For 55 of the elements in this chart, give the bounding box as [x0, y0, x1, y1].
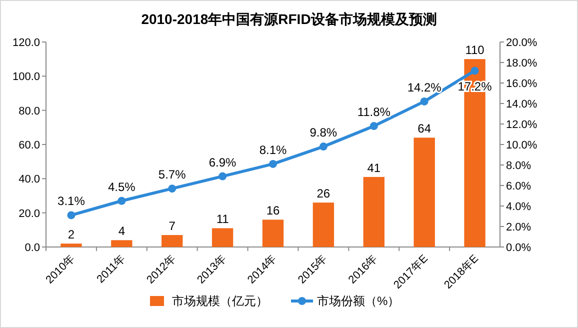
bar — [363, 176, 384, 247]
bar — [162, 235, 183, 247]
data-label: 8.1% — [259, 142, 287, 157]
y2tick: 20.0% — [506, 37, 538, 49]
legend-label: 市场规模（亿元） — [172, 294, 268, 308]
data-label: 16 — [266, 204, 280, 218]
bar — [212, 228, 234, 247]
bar — [312, 202, 334, 247]
data-label: 7 — [168, 219, 176, 234]
ytick: 60.0 — [18, 140, 40, 152]
bar — [111, 240, 132, 247]
y2tick: 12.0% — [506, 119, 538, 131]
data-label: 2 — [68, 228, 75, 242]
data-label: 26 — [316, 186, 330, 201]
y2tick: 18.0% — [506, 58, 538, 70]
point — [420, 97, 428, 106]
ytick: 20.0 — [18, 208, 40, 220]
data-label: 4.5% — [108, 180, 136, 194]
data-label: 64 — [418, 122, 432, 136]
point — [370, 122, 378, 130]
ytick: 120.0 — [12, 37, 40, 49]
data-label: 5.7% — [158, 168, 186, 182]
data-label: 4 — [118, 224, 125, 238]
y2tick: 8.0% — [506, 160, 532, 172]
point — [470, 66, 479, 75]
y2tick: 4.0% — [506, 201, 532, 213]
data-label: 14.2% — [407, 80, 442, 94]
bar — [414, 138, 435, 247]
point — [319, 142, 328, 151]
data-label: 11.8% — [357, 105, 390, 120]
legend-label: 市场份额（%） — [317, 294, 400, 308]
data-label: 6.9% — [208, 155, 236, 170]
ytick: 40.0 — [18, 174, 40, 186]
data-label: 41 — [367, 160, 381, 175]
point — [269, 160, 277, 168]
ytick: 100.0 — [12, 71, 40, 84]
title: 2010-2018年中国有源RFID设备市场规模及预测 — [141, 11, 437, 27]
y2tick: 10.0% — [506, 140, 538, 152]
point — [118, 196, 126, 205]
bar — [60, 244, 82, 247]
data-label: 3.1% — [58, 194, 85, 208]
data-label: 11 — [216, 212, 229, 226]
point — [67, 211, 76, 220]
point — [168, 184, 176, 193]
data-label: 110 — [465, 43, 484, 58]
bar — [262, 220, 284, 247]
data-label: 9.8% — [310, 126, 338, 140]
y2tick: 14.0% — [506, 98, 538, 110]
y2tick: 0.0% — [506, 242, 532, 254]
y2tick: 16.0% — [506, 78, 538, 90]
point — [218, 172, 227, 180]
ytick: 0.0 — [24, 242, 40, 254]
y2tick: 2.0% — [506, 222, 532, 234]
ytick: 80.0 — [18, 105, 40, 118]
y2tick: 6.0% — [506, 180, 532, 192]
